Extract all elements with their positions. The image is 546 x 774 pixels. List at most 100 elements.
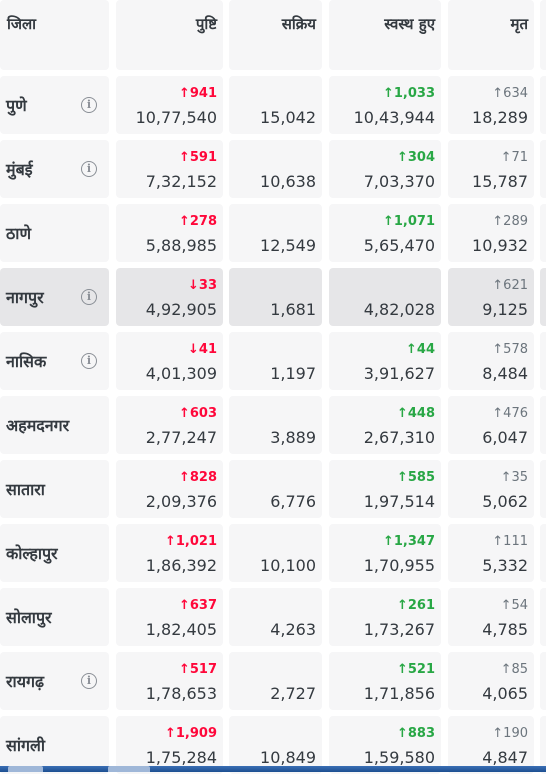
- deceased-cell: ↑111 5,332: [448, 524, 534, 582]
- active-cell: 1,197: [229, 332, 322, 390]
- district-name: नागपुर: [6, 288, 44, 307]
- confirmed-cell: ↑517 1,78,653: [116, 652, 223, 710]
- district-cell[interactable]: मुंबई i: [0, 140, 109, 198]
- deceased-value: 6,047: [482, 428, 528, 447]
- deceased-cell: ↑621 9,125: [448, 268, 534, 326]
- active-value: 10,849: [260, 748, 316, 767]
- active-cell: 12,549: [229, 204, 322, 262]
- confirmed-value: 2,09,376: [145, 492, 217, 511]
- deceased-delta: ↑85: [500, 662, 528, 677]
- deceased-cell: ↑289 10,932: [448, 204, 534, 262]
- recovered-value: 1,73,267: [363, 620, 435, 639]
- deceased-cell: ↑71 15,787: [448, 140, 534, 198]
- header-recovered[interactable]: स्वस्थ हुए: [329, 0, 441, 70]
- table-row[interactable]: रायगढ़ i ↑517 1,78,653 2,727 ↑521 1,71,856 ↑85 4…: [0, 652, 546, 710]
- confirmed-value: 5,88,985: [145, 236, 217, 255]
- recovered-cell: ↑448 2,67,310: [329, 396, 441, 454]
- header-deceased[interactable]: मृत: [448, 0, 534, 70]
- active-cell: 10,849: [229, 716, 322, 774]
- table-row[interactable]: पुणे i ↑941 10,77,540 15,042 ↑1,033 10,43,944 ↑…: [0, 76, 546, 134]
- recovered-cell: ↑1,347 1,70,955: [329, 524, 441, 582]
- recovered-value: 1,97,514: [363, 492, 435, 511]
- active-value: 4,263: [270, 620, 316, 639]
- recovered-delta: ↑1,033: [382, 86, 435, 101]
- overflow-cell: [540, 588, 546, 646]
- district-cell[interactable]: पुणे i: [0, 76, 109, 134]
- district-name: कोल्हापुर: [6, 544, 58, 563]
- recovered-value: 2,67,310: [363, 428, 435, 447]
- deceased-cell: ↑35 5,062: [448, 460, 534, 518]
- active-cell: 6,776: [229, 460, 322, 518]
- table-row[interactable]: सातारा ↑828 2,09,376 6,776 ↑585 1,97,514 ↑35 5,…: [0, 460, 546, 518]
- active-value: 1,681: [270, 300, 316, 319]
- confirmed-value: 10,77,540: [135, 108, 217, 127]
- header-district[interactable]: जिला: [0, 0, 109, 70]
- table-row[interactable]: नासिक i ↓41 4,01,309 1,197 ↑44 3,91,627 ↑578 8,4…: [0, 332, 546, 390]
- deceased-value: 10,932: [472, 236, 528, 255]
- district-cell[interactable]: सातारा: [0, 460, 109, 518]
- overflow-cell: [540, 396, 546, 454]
- deceased-value: 4,847: [482, 748, 528, 767]
- district-cell[interactable]: कोल्हापुर: [0, 524, 109, 582]
- table-header: जिला पुष्टि सक्रिय स्वस्थ हुए मृत: [0, 0, 546, 70]
- confirmed-cell: ↑603 2,77,247: [116, 396, 223, 454]
- info-icon[interactable]: i: [81, 673, 97, 689]
- confirmed-delta: ↑603: [178, 406, 217, 421]
- district-name: रायगढ़: [6, 672, 44, 691]
- info-icon[interactable]: i: [81, 289, 97, 305]
- table-row[interactable]: नागपुर i ↓33 4,92,905 1,681 4,82,028 ↑621 9,125: [0, 268, 546, 326]
- district-cell[interactable]: ठाणे: [0, 204, 109, 262]
- active-cell: 3,889: [229, 396, 322, 454]
- recovered-delta: ↑1,347: [382, 534, 435, 549]
- district-cell[interactable]: अहमदनगर: [0, 396, 109, 454]
- active-value: 10,638: [260, 172, 316, 191]
- active-cell: 15,042: [229, 76, 322, 134]
- deceased-cell: ↑476 6,047: [448, 396, 534, 454]
- overflow-cell: [540, 140, 546, 198]
- info-icon[interactable]: i: [81, 97, 97, 113]
- district-name: सोलापुर: [6, 608, 52, 627]
- overflow-cell: [540, 652, 546, 710]
- info-icon[interactable]: i: [81, 161, 97, 177]
- district-name: मुंबई: [6, 160, 33, 179]
- recovered-cell: ↑585 1,97,514: [329, 460, 441, 518]
- table-row[interactable]: सोलापुर ↑637 1,82,405 4,263 ↑261 1,73,267 ↑54 4…: [0, 588, 546, 646]
- confirmed-delta: ↓41: [188, 342, 217, 357]
- recovered-delta: ↑448: [396, 406, 435, 421]
- deceased-cell: ↑54 4,785: [448, 588, 534, 646]
- taskbar-item[interactable]: [108, 766, 150, 772]
- overflow-cell: [540, 716, 546, 774]
- district-cell[interactable]: सोलापुर: [0, 588, 109, 646]
- table-row[interactable]: अहमदनगर ↑603 2,77,247 3,889 ↑448 2,67,310 ↑476…: [0, 396, 546, 454]
- taskbar-item[interactable]: [8, 766, 43, 772]
- active-cell: 4,263: [229, 588, 322, 646]
- deceased-delta: ↑35: [500, 470, 528, 485]
- confirmed-cell: ↑278 5,88,985: [116, 204, 223, 262]
- table-row[interactable]: सांगली ↑1,909 1,75,284 10,849 ↑883 1,59,580 ↑1…: [0, 716, 546, 774]
- district-name: अहमदनगर: [6, 416, 70, 435]
- table-row[interactable]: कोल्हापुर ↑1,021 1,86,392 10,100 ↑1,347 1,70,…: [0, 524, 546, 582]
- recovered-cell: 4,82,028: [329, 268, 441, 326]
- district-cell[interactable]: सांगली: [0, 716, 109, 774]
- info-icon[interactable]: i: [81, 353, 97, 369]
- recovered-cell: ↑261 1,73,267: [329, 588, 441, 646]
- recovered-value: 10,43,944: [353, 108, 435, 127]
- confirmed-value: 1,78,653: [145, 684, 217, 703]
- confirmed-delta: ↑941: [178, 86, 217, 101]
- recovered-delta: ↑44: [406, 342, 435, 357]
- table-row[interactable]: ठाणे ↑278 5,88,985 12,549 ↑1,071 5,65,470 ↑289…: [0, 204, 546, 262]
- overflow-cell: [540, 524, 546, 582]
- recovered-cell: ↑883 1,59,580: [329, 716, 441, 774]
- district-cell[interactable]: नागपुर i: [0, 268, 109, 326]
- confirmed-delta: ↓33: [188, 278, 217, 293]
- district-cell[interactable]: रायगढ़ i: [0, 652, 109, 710]
- confirmed-value: 2,77,247: [145, 428, 217, 447]
- confirmed-value: 1,75,284: [145, 748, 217, 767]
- deceased-value: 4,065: [482, 684, 528, 703]
- district-cell[interactable]: नासिक i: [0, 332, 109, 390]
- header-active[interactable]: सक्रिय: [229, 0, 322, 70]
- deceased-cell: ↑190 4,847: [448, 716, 534, 774]
- header-confirmed[interactable]: पुष्टि: [116, 0, 223, 70]
- recovered-delta: ↑1,071: [382, 214, 435, 229]
- table-row[interactable]: मुंबई i ↑591 7,32,152 10,638 ↑304 7,03,370 ↑71 1…: [0, 140, 546, 198]
